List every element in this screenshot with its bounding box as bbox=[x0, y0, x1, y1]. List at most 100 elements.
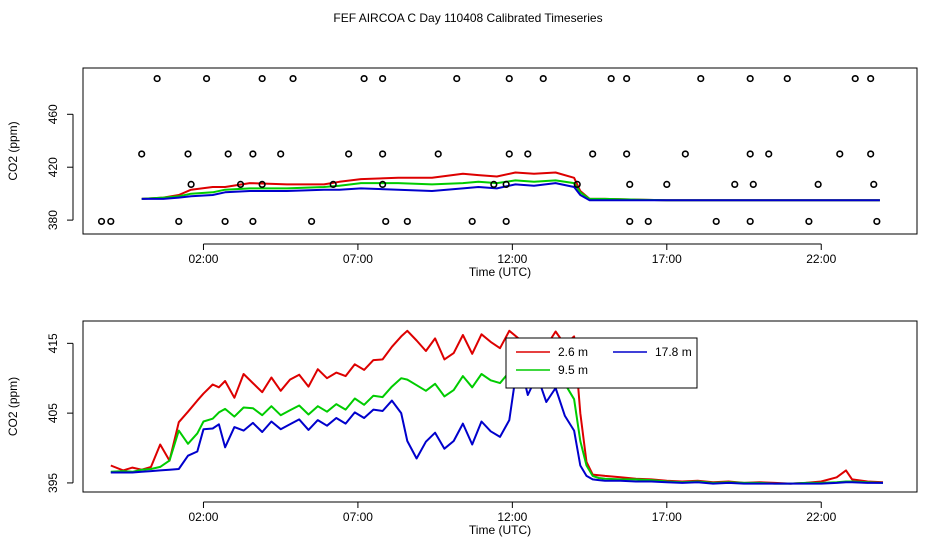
outlier-point bbox=[224, 150, 232, 158]
y-tick-label: 405 bbox=[46, 403, 60, 423]
outlier-point bbox=[836, 150, 844, 158]
outlier-point bbox=[505, 74, 513, 83]
outlier-point bbox=[697, 74, 705, 83]
outlier-point bbox=[746, 150, 754, 158]
outlier-point bbox=[490, 180, 498, 188]
outlier-point bbox=[329, 180, 337, 188]
outlier-point bbox=[379, 74, 387, 83]
y-axis-label: CO2 (ppm) bbox=[6, 121, 20, 180]
plot-area bbox=[110, 329, 884, 485]
outlier-point bbox=[502, 180, 510, 188]
outlier-point bbox=[851, 74, 859, 83]
x-tick-label: 07:00 bbox=[343, 252, 373, 266]
outlier-point bbox=[289, 74, 297, 83]
x-tick-label: 17:00 bbox=[652, 252, 682, 266]
x-tick-label: 22:00 bbox=[806, 510, 836, 524]
series-line-9-5-m bbox=[141, 179, 880, 202]
outlier-point bbox=[573, 180, 581, 188]
plot-frame bbox=[82, 67, 918, 235]
y-axis-label: CO2 (ppm) bbox=[6, 377, 20, 436]
outlier-point bbox=[153, 74, 161, 83]
outlier-point bbox=[379, 150, 387, 158]
y-tick-label: 415 bbox=[46, 333, 60, 353]
outlier-point bbox=[589, 150, 597, 158]
x-tick-label: 17:00 bbox=[652, 510, 682, 524]
outlier-point bbox=[107, 217, 115, 226]
outlier-point bbox=[623, 74, 631, 83]
outlier-point bbox=[453, 74, 461, 83]
y-tick-label: 420 bbox=[46, 157, 60, 177]
outlier-point bbox=[867, 74, 875, 83]
outlier-point bbox=[746, 74, 754, 83]
outlier-point bbox=[626, 180, 634, 188]
outlier-point bbox=[505, 150, 513, 158]
outlier-point bbox=[202, 74, 211, 83]
x-axis-label: Time (UTC) bbox=[469, 523, 531, 537]
figure-title: FEF AIRCOA C Day 110408 Calibrated Times… bbox=[333, 11, 602, 25]
outlier-point bbox=[805, 217, 813, 226]
x-tick-label: 12:00 bbox=[497, 252, 527, 266]
outlier-point bbox=[626, 217, 634, 226]
outlier-point bbox=[97, 217, 106, 226]
outlier-point bbox=[379, 180, 387, 188]
outlier-point bbox=[867, 150, 875, 158]
outlier-point bbox=[765, 150, 773, 158]
outlier-point bbox=[382, 217, 390, 226]
outlier-point bbox=[236, 180, 245, 188]
outlier-point bbox=[258, 74, 266, 83]
top-panel: 02:00 07:00 12:00 17:00 22:00 Time (UTC) 380 42… bbox=[6, 67, 918, 279]
x-tick-label: 22:00 bbox=[806, 252, 836, 266]
outlier-point bbox=[873, 217, 881, 226]
x-tick-label: 07:00 bbox=[343, 510, 373, 524]
x-tick-label: 02:00 bbox=[188, 510, 218, 524]
outlier-point bbox=[221, 217, 229, 226]
series-line-17-8-m bbox=[110, 355, 883, 485]
outlier-point bbox=[249, 217, 257, 226]
legend-box bbox=[505, 337, 698, 389]
y-tick-label: 380 bbox=[46, 210, 60, 230]
outlier-point bbox=[138, 150, 146, 158]
legend-label: 2.6 m bbox=[558, 345, 588, 359]
outlier-point bbox=[746, 217, 754, 226]
bottom-panel: 02:00 07:00 12:00 17:00 22:00 Time (UTC) 395 40… bbox=[6, 320, 918, 537]
y-tick-label: 460 bbox=[46, 104, 60, 124]
outlier-point bbox=[468, 217, 476, 226]
legend: 2.6 m 17.8 m 9.5 m bbox=[505, 337, 698, 389]
outlier-point bbox=[184, 150, 192, 158]
outlier-point bbox=[870, 180, 878, 188]
outlier-point bbox=[783, 74, 791, 83]
y-tick-label: 395 bbox=[46, 473, 60, 493]
outlier-point bbox=[731, 180, 739, 188]
outlier-point bbox=[681, 150, 689, 158]
outlier-point bbox=[814, 180, 822, 188]
outlier-point bbox=[623, 150, 631, 158]
outlier-point bbox=[403, 217, 411, 226]
outlier-point bbox=[258, 180, 266, 188]
outlier-point bbox=[187, 180, 195, 188]
plot-frame bbox=[82, 320, 918, 493]
x-tick-label: 02:00 bbox=[188, 252, 218, 266]
legend-label: 9.5 m bbox=[558, 363, 588, 377]
outlier-point bbox=[345, 150, 353, 158]
outlier-point bbox=[749, 180, 757, 188]
x-axis-label: Time (UTC) bbox=[469, 265, 531, 279]
plot-area bbox=[141, 171, 880, 202]
outlier-point bbox=[524, 150, 532, 158]
outlier-point bbox=[539, 74, 547, 83]
series-line-17-8-m bbox=[141, 182, 880, 202]
x-tick-label: 12:00 bbox=[497, 510, 527, 524]
outlier-point bbox=[277, 150, 285, 158]
outlier-point bbox=[434, 150, 442, 158]
outlier-point bbox=[360, 74, 368, 83]
outlier-point bbox=[249, 150, 257, 158]
outlier-point bbox=[663, 180, 671, 188]
outlier-point bbox=[175, 217, 183, 226]
legend-label: 17.8 m bbox=[655, 345, 692, 359]
outlier-point bbox=[607, 74, 615, 83]
outlier-point bbox=[712, 217, 720, 226]
outlier-point bbox=[502, 217, 510, 226]
outlier-point bbox=[644, 217, 652, 226]
outlier-point bbox=[307, 217, 316, 226]
